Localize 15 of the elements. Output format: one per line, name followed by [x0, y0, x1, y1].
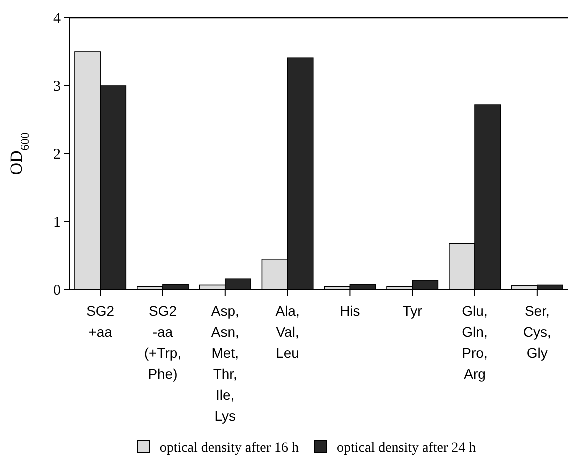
y-tick-label: 1: [54, 214, 61, 231]
x-tick-label: His: [340, 303, 360, 319]
legend-label: optical density after 24 h: [337, 441, 476, 456]
y-tick-label: 4: [54, 10, 62, 27]
legend-label: optical density after 16 h: [160, 441, 299, 456]
x-tick-label: Asp, Asn, Met, Thr, Ile, Lys: [211, 303, 240, 424]
y-tick-label: 3: [54, 78, 61, 95]
y-tick-label: 0: [54, 282, 61, 299]
y-tick-label: 2: [54, 146, 61, 163]
x-tick-label: Ala, Val, Leu: [276, 303, 300, 361]
x-tick-label: SG2 +aa: [86, 303, 115, 340]
x-tick-label: Ser, Cys, Gly: [523, 303, 552, 361]
x-tick-label: Glu, Gln, Pro, Arg: [462, 303, 488, 382]
x-tick-label: SG2 -aa (+Trp, Phe): [144, 303, 182, 382]
x-tick-label: Tyr: [402, 303, 423, 319]
